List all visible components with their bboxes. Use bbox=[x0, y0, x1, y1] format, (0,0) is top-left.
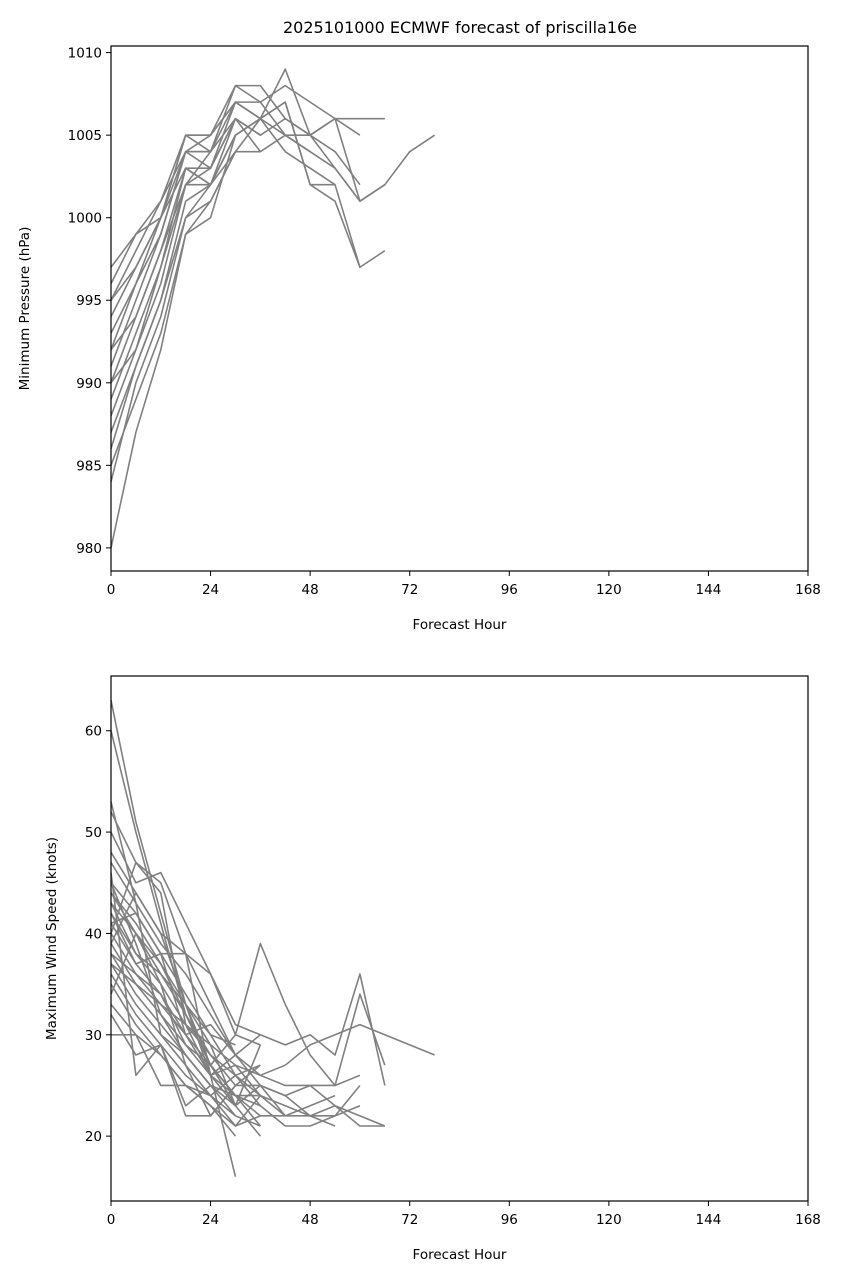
pressure-panel: 0 24 48 72 96 120 144 168 980 985 990 995 1000 1005 10… bbox=[17, 45, 821, 633]
wind-member-line-26 bbox=[110, 892, 286, 1117]
pressure-y-tick-label: 1010 bbox=[68, 46, 102, 62]
pressure-member-line-11 bbox=[110, 101, 261, 301]
pressure-member-line-17 bbox=[110, 150, 211, 301]
wind-x-tick-label: 168 bbox=[795, 1212, 821, 1228]
wind-x-tick-label: 24 bbox=[202, 1212, 219, 1228]
wind-x-axis-label: Forecast Hour bbox=[413, 1247, 507, 1263]
wind-member-line-28 bbox=[110, 963, 237, 1107]
pressure-y-tick-label: 990 bbox=[76, 376, 102, 392]
pressure-x-tick-label: 48 bbox=[302, 582, 319, 598]
pressure-x-tick-label: 0 bbox=[107, 582, 116, 598]
pressure-series-layer bbox=[110, 68, 436, 549]
pressure-y-tick-label: 1000 bbox=[68, 211, 102, 227]
wind-ticks: 0 24 48 72 96 120 144 168 20 30 40 50 60 bbox=[85, 724, 821, 1228]
wind-y-tick-label: 20 bbox=[85, 1129, 102, 1145]
pressure-x-tick-label: 120 bbox=[596, 582, 622, 598]
wind-member-line-4 bbox=[110, 831, 386, 1086]
wind-member-line-1 bbox=[110, 700, 237, 1177]
wind-series-layer bbox=[110, 700, 435, 1177]
wind-panel: 0 24 48 72 96 120 144 168 20 30 40 50 60 Forecast Ho… bbox=[44, 675, 821, 1263]
wind-y-tick-label: 40 bbox=[85, 926, 102, 942]
wind-member-line-30 bbox=[110, 932, 237, 1117]
wind-member-line-6 bbox=[110, 862, 386, 1097]
wind-x-tick-label: 0 bbox=[107, 1212, 116, 1228]
pressure-plot-frame bbox=[110, 45, 809, 572]
pressure-x-tick-label: 72 bbox=[401, 582, 418, 598]
wind-member-line-32 bbox=[110, 801, 236, 1097]
wind-member-line-31 bbox=[110, 882, 261, 1097]
wind-member-line-3 bbox=[110, 811, 435, 1077]
wind-member-line-15 bbox=[110, 963, 236, 1117]
pressure-x-tick-label: 144 bbox=[696, 582, 722, 598]
pressure-y-axis-label: Minimum Pressure (hPa) bbox=[17, 227, 33, 391]
pressure-x-tick-label: 168 bbox=[795, 582, 821, 598]
pressure-y-tick-label: 985 bbox=[76, 458, 102, 474]
wind-member-line-9 bbox=[110, 902, 361, 1127]
pressure-member-line-1 bbox=[110, 101, 361, 549]
pressure-x-tick-label: 24 bbox=[202, 582, 219, 598]
wind-x-tick-label: 72 bbox=[401, 1212, 418, 1228]
figure-title: 2025101000 ECMWF forecast of priscilla16… bbox=[283, 18, 637, 37]
pressure-x-axis-label: Forecast Hour bbox=[413, 617, 507, 633]
pressure-member-line-15 bbox=[110, 134, 237, 433]
wind-member-line-29 bbox=[110, 912, 261, 1077]
wind-member-line-25 bbox=[110, 912, 237, 1056]
wind-x-tick-label: 144 bbox=[696, 1212, 722, 1228]
wind-y-tick-label: 60 bbox=[85, 724, 102, 740]
wind-x-tick-label: 96 bbox=[501, 1212, 518, 1228]
wind-y-tick-label: 50 bbox=[85, 825, 102, 841]
wind-y-tick-label: 30 bbox=[85, 1028, 102, 1044]
pressure-y-tick-label: 1005 bbox=[68, 128, 102, 144]
pressure-member-line-8 bbox=[110, 84, 361, 351]
pressure-member-line-3 bbox=[110, 117, 436, 450]
wind-x-tick-label: 48 bbox=[302, 1212, 319, 1228]
wind-x-tick-label: 120 bbox=[596, 1212, 622, 1228]
wind-plot-frame bbox=[110, 675, 809, 1202]
pressure-ticks: 0 24 48 72 96 120 144 168 980 985 990 995 1000 1005 10… bbox=[68, 46, 821, 598]
pressure-y-tick-label: 980 bbox=[76, 541, 102, 557]
pressure-x-tick-label: 96 bbox=[501, 582, 518, 598]
pressure-member-line-18 bbox=[110, 151, 237, 351]
pressure-member-line-7 bbox=[110, 101, 361, 367]
pressure-y-tick-label: 995 bbox=[76, 293, 102, 309]
wind-member-line-19 bbox=[111, 1033, 261, 1097]
wind-y-axis-label: Maximum Wind Speed (knots) bbox=[44, 837, 60, 1040]
pressure-member-line-16 bbox=[110, 117, 261, 384]
